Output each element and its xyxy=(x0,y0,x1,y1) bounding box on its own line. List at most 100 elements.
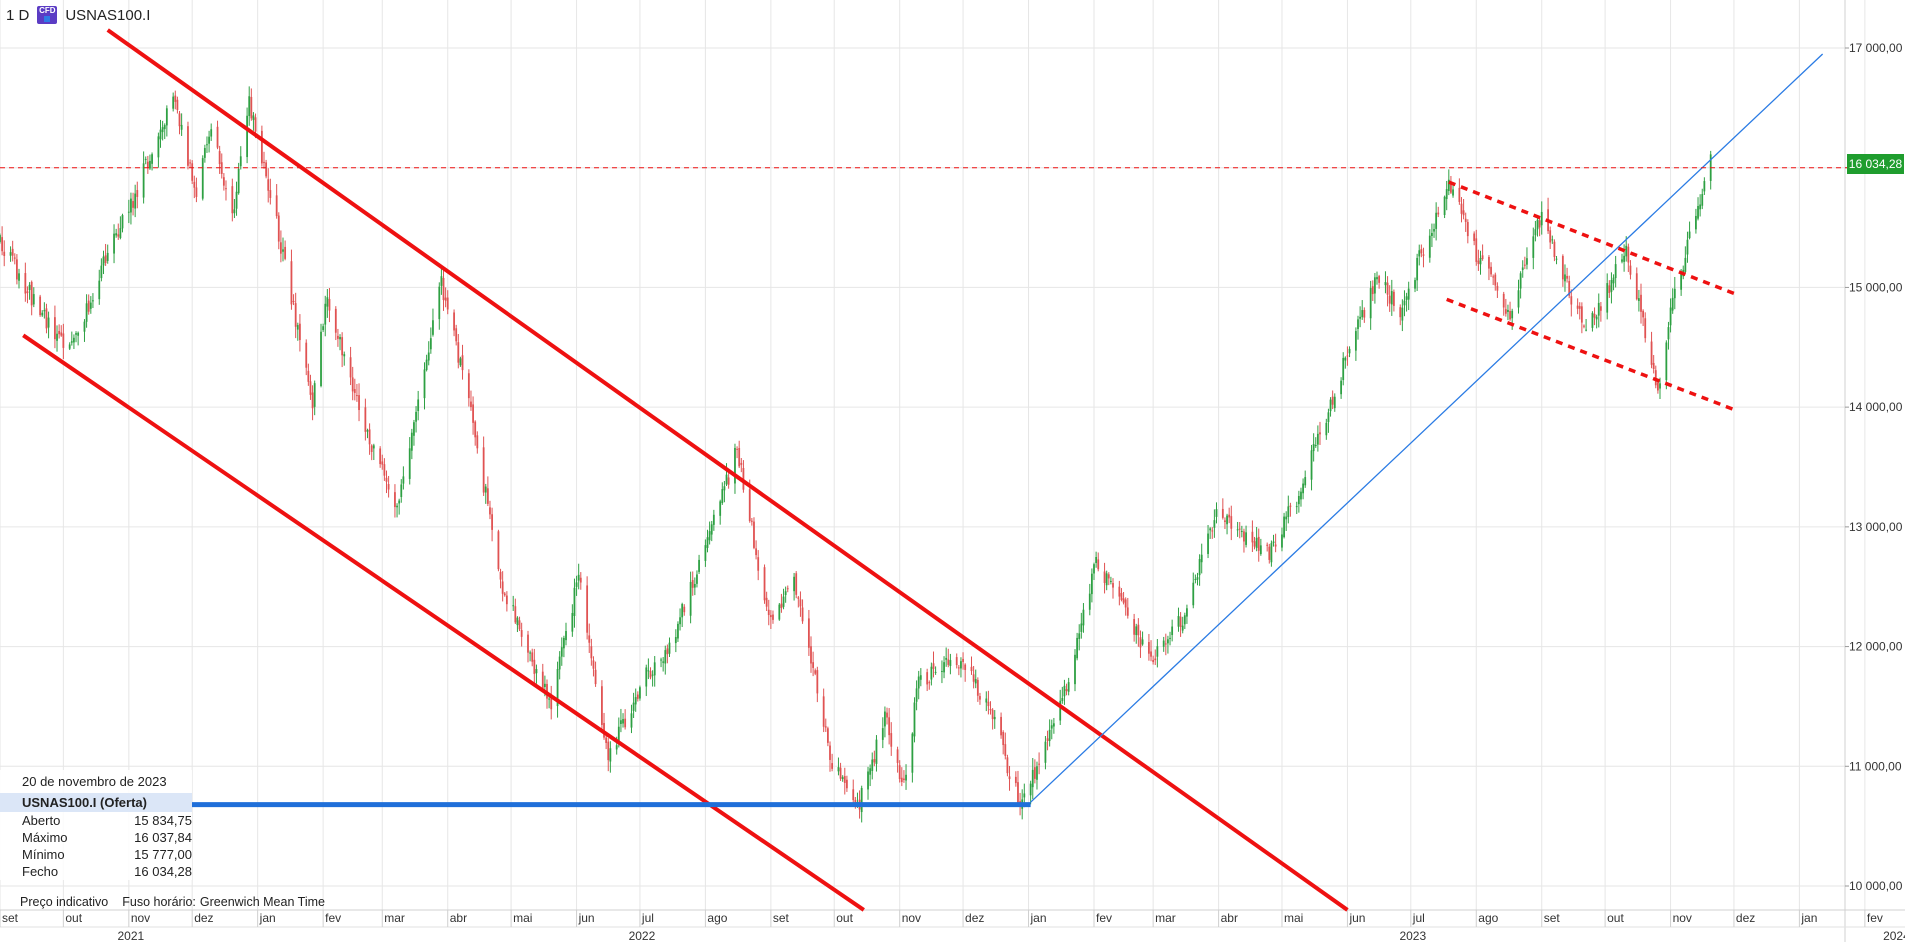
candle-body xyxy=(366,430,369,432)
candle-body xyxy=(1097,559,1100,570)
candle-body xyxy=(1327,412,1330,423)
candle-body xyxy=(1490,266,1492,275)
candle-body xyxy=(1357,319,1359,329)
candle-body xyxy=(873,759,876,763)
candle-body xyxy=(1644,318,1647,339)
candle-body xyxy=(474,421,477,438)
candle-body xyxy=(275,195,278,217)
candle-body xyxy=(592,660,595,669)
y-tick-label: 17 000,00 xyxy=(1849,41,1903,55)
candle-body xyxy=(1450,181,1452,193)
candle-body xyxy=(719,501,722,516)
candle-body xyxy=(556,669,559,707)
candle-body xyxy=(470,401,472,408)
candle-body xyxy=(1179,616,1182,627)
candle-body xyxy=(54,317,56,340)
symbol-label[interactable]: USNAS100.I xyxy=(65,6,151,24)
candle-body xyxy=(1340,380,1343,395)
candle-body xyxy=(679,617,681,625)
candle-body xyxy=(1164,643,1167,645)
candle-body xyxy=(674,637,677,644)
candle-body xyxy=(299,323,301,341)
candle-body xyxy=(1342,357,1345,381)
timeframe-label[interactable]: 1 D xyxy=(6,6,30,24)
candle-body xyxy=(56,333,58,341)
candle-body xyxy=(888,717,891,736)
candle-body xyxy=(696,574,698,584)
candle-body xyxy=(1407,288,1410,300)
x-tick-label: fev xyxy=(1096,911,1112,925)
flag-upper-line[interactable] xyxy=(1448,180,1735,296)
upper-channel-line[interactable] xyxy=(106,28,1349,912)
candle-body xyxy=(928,682,931,684)
candle-body xyxy=(1148,642,1150,654)
candle-body xyxy=(1156,646,1159,657)
candle-body xyxy=(381,461,384,465)
candle-body xyxy=(423,369,426,399)
flag-lower-line[interactable] xyxy=(1446,297,1735,412)
candle-body xyxy=(704,545,707,561)
candle-body xyxy=(890,733,893,747)
candle-body xyxy=(1561,256,1564,280)
candle-body xyxy=(1376,277,1378,280)
candle-body xyxy=(279,242,282,254)
candle-body xyxy=(769,615,772,618)
candle-body xyxy=(486,488,489,504)
candle-body xyxy=(660,659,662,661)
candle-body xyxy=(163,125,166,130)
x-tick-label: nov xyxy=(1673,911,1692,925)
candle-body xyxy=(846,779,848,789)
candle-body xyxy=(1435,212,1438,229)
candle-body xyxy=(548,698,551,700)
candle-body xyxy=(1031,769,1034,788)
candle-body xyxy=(117,234,120,237)
candle-body xyxy=(83,321,86,332)
candle-body xyxy=(497,531,500,570)
candle-body xyxy=(87,300,90,312)
candle-body xyxy=(1109,580,1112,582)
candle-body xyxy=(1236,529,1239,531)
candle-body xyxy=(575,582,578,587)
candle-body xyxy=(415,411,417,422)
rising-trend-line[interactable] xyxy=(1030,53,1824,803)
candle-body xyxy=(1479,258,1482,265)
candle-body xyxy=(520,630,523,637)
candle-body xyxy=(1281,534,1283,548)
candle-body xyxy=(1048,729,1051,742)
candle-body xyxy=(440,276,443,286)
candle-body xyxy=(639,687,641,699)
candle-body xyxy=(620,720,622,725)
lower-channel-line[interactable] xyxy=(22,333,865,912)
candle-body xyxy=(203,148,206,158)
candle-body xyxy=(60,332,63,336)
candle-body xyxy=(1112,583,1114,588)
candle-body xyxy=(945,657,948,660)
candle-body xyxy=(799,599,802,607)
candle-body xyxy=(1359,316,1362,319)
candle-body xyxy=(1283,516,1285,538)
candle-body xyxy=(527,634,529,653)
candle-body xyxy=(39,296,42,316)
candle-body xyxy=(1253,541,1256,547)
candle-body xyxy=(58,330,61,335)
candle-body xyxy=(653,662,656,676)
candle-body xyxy=(1688,231,1691,239)
candle-body xyxy=(1141,639,1144,645)
candle-body xyxy=(1481,255,1484,260)
candle-body xyxy=(104,255,107,264)
candle-body xyxy=(1255,537,1258,548)
candle-body xyxy=(1257,536,1260,551)
candle-body xyxy=(1390,291,1393,305)
candle-body xyxy=(763,567,766,601)
candle-body xyxy=(134,193,137,209)
candle-body xyxy=(1194,578,1197,580)
candle-body xyxy=(146,161,149,169)
candle-body xyxy=(142,163,145,198)
candle-body xyxy=(77,332,80,336)
candle-body xyxy=(649,671,652,678)
candle-body xyxy=(1369,288,1372,319)
candle-body xyxy=(1536,219,1539,230)
candle-body xyxy=(292,300,295,302)
